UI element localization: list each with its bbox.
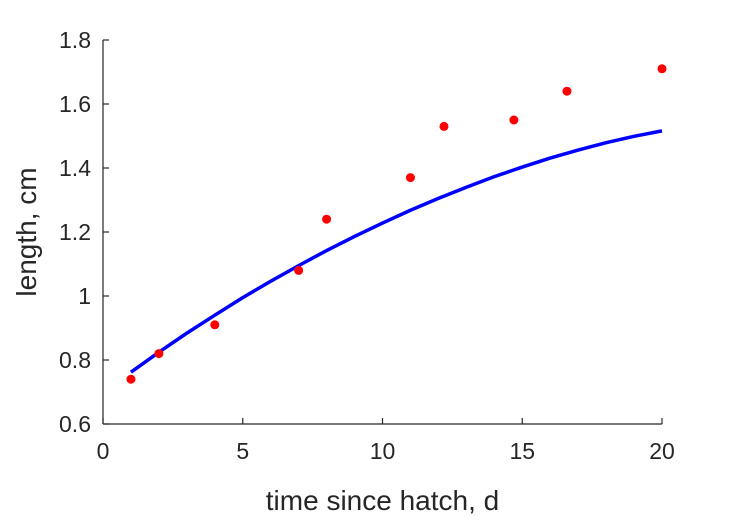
y-axis-label: length, cm <box>11 167 42 296</box>
data-point <box>154 349 164 359</box>
x-tick-label: 20 <box>649 438 675 464</box>
y-tick-label: 1 <box>78 283 91 309</box>
x-tick-label: 15 <box>509 438 535 464</box>
axes <box>102 40 662 425</box>
data-point <box>126 374 136 384</box>
y-ticks: 0.6 0.8 1 1.2 1.4 1.6 1.8 <box>59 27 109 437</box>
y-tick-label: 1.6 <box>59 91 91 117</box>
x-tick-label: 0 <box>97 438 110 464</box>
data-point <box>439 121 449 131</box>
y-tick-label: 1.2 <box>59 219 91 245</box>
y-tick-label: 1.8 <box>59 27 91 53</box>
data-point <box>657 64 667 74</box>
y-tick-label: 0.8 <box>59 347 91 373</box>
data-point <box>294 265 304 275</box>
x-ticks: 0 5 10 15 20 <box>97 418 675 464</box>
x-tick-label: 10 <box>370 438 396 464</box>
x-tick-label: 5 <box>236 438 249 464</box>
data-point <box>562 86 572 96</box>
data-point <box>405 173 415 183</box>
fitted-curve <box>129 129 663 374</box>
data-point <box>509 115 519 125</box>
x-axis-label: time since hatch, d <box>266 485 499 516</box>
y-tick-label: 0.6 <box>59 411 91 437</box>
y-tick-label: 1.4 <box>59 155 91 181</box>
plot-area <box>126 64 667 384</box>
data-point <box>322 214 332 224</box>
data-point <box>210 320 220 330</box>
